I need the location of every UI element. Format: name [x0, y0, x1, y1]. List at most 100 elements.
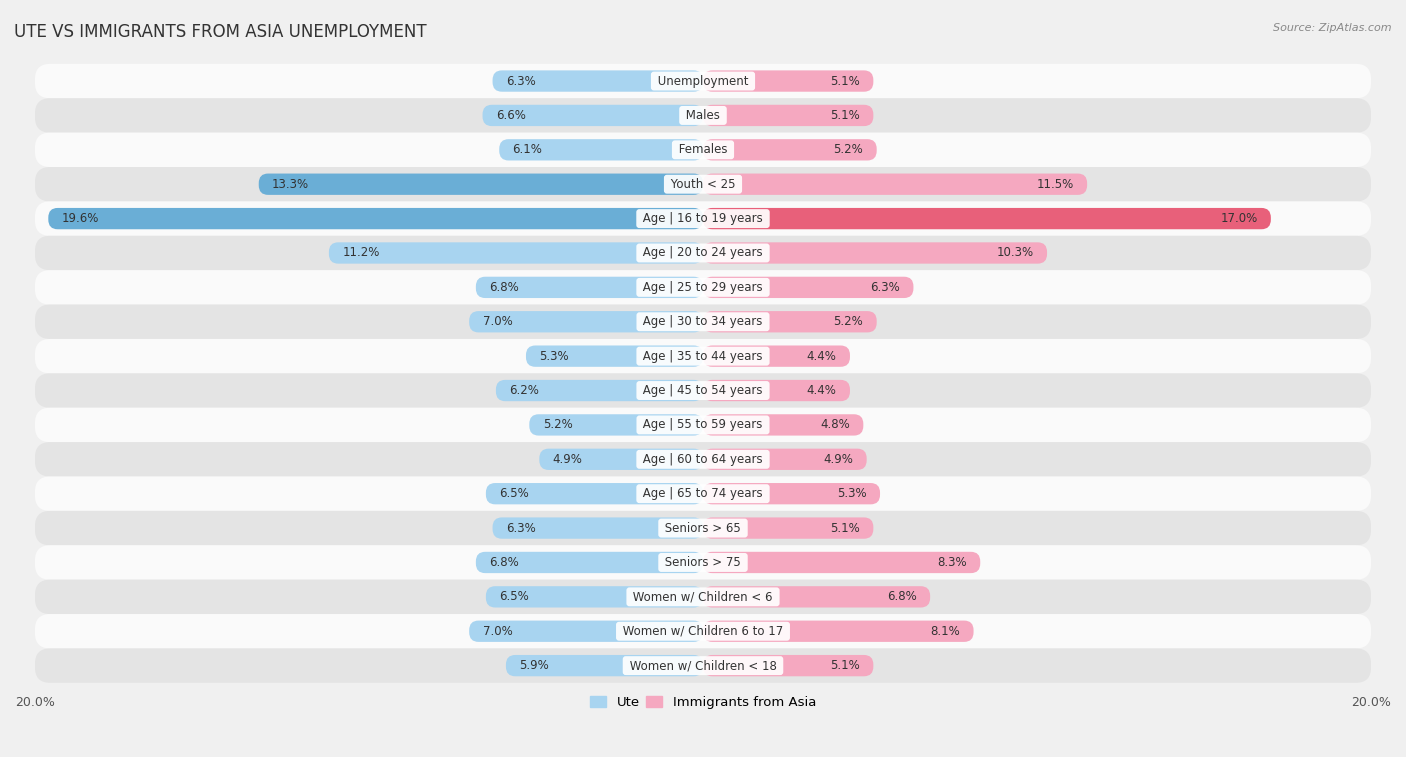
FancyBboxPatch shape	[703, 173, 1087, 195]
FancyBboxPatch shape	[35, 270, 1371, 304]
Text: 5.3%: 5.3%	[540, 350, 569, 363]
Text: 5.1%: 5.1%	[831, 109, 860, 122]
Text: 6.3%: 6.3%	[506, 522, 536, 534]
Text: 4.8%: 4.8%	[820, 419, 851, 431]
Text: Women w/ Children 6 to 17: Women w/ Children 6 to 17	[619, 625, 787, 637]
FancyBboxPatch shape	[492, 518, 703, 539]
Text: 4.4%: 4.4%	[807, 384, 837, 397]
Text: 8.3%: 8.3%	[938, 556, 967, 569]
FancyBboxPatch shape	[35, 511, 1371, 545]
Text: 6.2%: 6.2%	[509, 384, 538, 397]
Text: Unemployment: Unemployment	[654, 74, 752, 88]
Text: Age | 65 to 74 years: Age | 65 to 74 years	[640, 488, 766, 500]
FancyBboxPatch shape	[526, 345, 703, 367]
Text: 5.1%: 5.1%	[831, 74, 860, 88]
FancyBboxPatch shape	[703, 483, 880, 504]
Text: 11.2%: 11.2%	[342, 247, 380, 260]
Text: 5.2%: 5.2%	[543, 419, 572, 431]
Text: Age | 30 to 34 years: Age | 30 to 34 years	[640, 315, 766, 329]
FancyBboxPatch shape	[35, 132, 1371, 167]
Text: 10.3%: 10.3%	[997, 247, 1033, 260]
Text: 7.0%: 7.0%	[482, 315, 512, 329]
Text: 6.8%: 6.8%	[489, 556, 519, 569]
Text: 6.5%: 6.5%	[499, 488, 529, 500]
FancyBboxPatch shape	[703, 655, 873, 676]
FancyBboxPatch shape	[506, 655, 703, 676]
FancyBboxPatch shape	[475, 552, 703, 573]
FancyBboxPatch shape	[529, 414, 703, 435]
FancyBboxPatch shape	[703, 311, 877, 332]
Text: Age | 45 to 54 years: Age | 45 to 54 years	[640, 384, 766, 397]
FancyBboxPatch shape	[35, 167, 1371, 201]
FancyBboxPatch shape	[35, 304, 1371, 339]
FancyBboxPatch shape	[703, 70, 873, 92]
FancyBboxPatch shape	[703, 621, 973, 642]
FancyBboxPatch shape	[48, 208, 703, 229]
FancyBboxPatch shape	[35, 201, 1371, 235]
FancyBboxPatch shape	[35, 408, 1371, 442]
FancyBboxPatch shape	[486, 483, 703, 504]
FancyBboxPatch shape	[540, 449, 703, 470]
FancyBboxPatch shape	[499, 139, 703, 160]
Text: 17.0%: 17.0%	[1220, 212, 1257, 225]
Text: 11.5%: 11.5%	[1036, 178, 1074, 191]
Text: 5.9%: 5.9%	[519, 659, 548, 672]
FancyBboxPatch shape	[482, 104, 703, 126]
Text: 13.3%: 13.3%	[273, 178, 309, 191]
FancyBboxPatch shape	[35, 580, 1371, 614]
FancyBboxPatch shape	[703, 277, 914, 298]
Text: 6.3%: 6.3%	[870, 281, 900, 294]
Text: Males: Males	[682, 109, 724, 122]
FancyBboxPatch shape	[470, 311, 703, 332]
FancyBboxPatch shape	[35, 614, 1371, 649]
Text: Age | 25 to 29 years: Age | 25 to 29 years	[640, 281, 766, 294]
FancyBboxPatch shape	[703, 586, 931, 608]
Text: Age | 35 to 44 years: Age | 35 to 44 years	[640, 350, 766, 363]
Text: Age | 60 to 64 years: Age | 60 to 64 years	[640, 453, 766, 466]
FancyBboxPatch shape	[35, 476, 1371, 511]
FancyBboxPatch shape	[35, 98, 1371, 132]
Text: 5.1%: 5.1%	[831, 522, 860, 534]
Text: 4.9%: 4.9%	[824, 453, 853, 466]
Text: 5.1%: 5.1%	[831, 659, 860, 672]
FancyBboxPatch shape	[703, 518, 873, 539]
Text: Women w/ Children < 18: Women w/ Children < 18	[626, 659, 780, 672]
Text: Females: Females	[675, 143, 731, 157]
Text: 6.5%: 6.5%	[499, 590, 529, 603]
Text: 6.8%: 6.8%	[489, 281, 519, 294]
FancyBboxPatch shape	[329, 242, 703, 263]
Text: 19.6%: 19.6%	[62, 212, 98, 225]
Legend: Ute, Immigrants from Asia: Ute, Immigrants from Asia	[585, 690, 821, 714]
FancyBboxPatch shape	[475, 277, 703, 298]
Text: 4.4%: 4.4%	[807, 350, 837, 363]
FancyBboxPatch shape	[703, 345, 851, 367]
Text: 6.8%: 6.8%	[887, 590, 917, 603]
FancyBboxPatch shape	[35, 442, 1371, 476]
Text: Seniors > 65: Seniors > 65	[661, 522, 745, 534]
Text: 5.3%: 5.3%	[837, 488, 866, 500]
Text: Youth < 25: Youth < 25	[666, 178, 740, 191]
FancyBboxPatch shape	[703, 242, 1047, 263]
Text: Source: ZipAtlas.com: Source: ZipAtlas.com	[1274, 23, 1392, 33]
Text: Age | 20 to 24 years: Age | 20 to 24 years	[640, 247, 766, 260]
Text: 5.2%: 5.2%	[834, 315, 863, 329]
FancyBboxPatch shape	[703, 552, 980, 573]
Text: 6.6%: 6.6%	[496, 109, 526, 122]
FancyBboxPatch shape	[703, 208, 1271, 229]
FancyBboxPatch shape	[35, 545, 1371, 580]
FancyBboxPatch shape	[703, 380, 851, 401]
FancyBboxPatch shape	[496, 380, 703, 401]
Text: 8.1%: 8.1%	[931, 625, 960, 637]
FancyBboxPatch shape	[470, 621, 703, 642]
Text: Women w/ Children < 6: Women w/ Children < 6	[630, 590, 776, 603]
FancyBboxPatch shape	[35, 339, 1371, 373]
Text: Age | 55 to 59 years: Age | 55 to 59 years	[640, 419, 766, 431]
Text: 7.0%: 7.0%	[482, 625, 512, 637]
FancyBboxPatch shape	[703, 139, 877, 160]
Text: UTE VS IMMIGRANTS FROM ASIA UNEMPLOYMENT: UTE VS IMMIGRANTS FROM ASIA UNEMPLOYMENT	[14, 23, 426, 41]
FancyBboxPatch shape	[703, 104, 873, 126]
Text: Seniors > 75: Seniors > 75	[661, 556, 745, 569]
Text: 4.9%: 4.9%	[553, 453, 582, 466]
Text: 5.2%: 5.2%	[834, 143, 863, 157]
FancyBboxPatch shape	[35, 64, 1371, 98]
